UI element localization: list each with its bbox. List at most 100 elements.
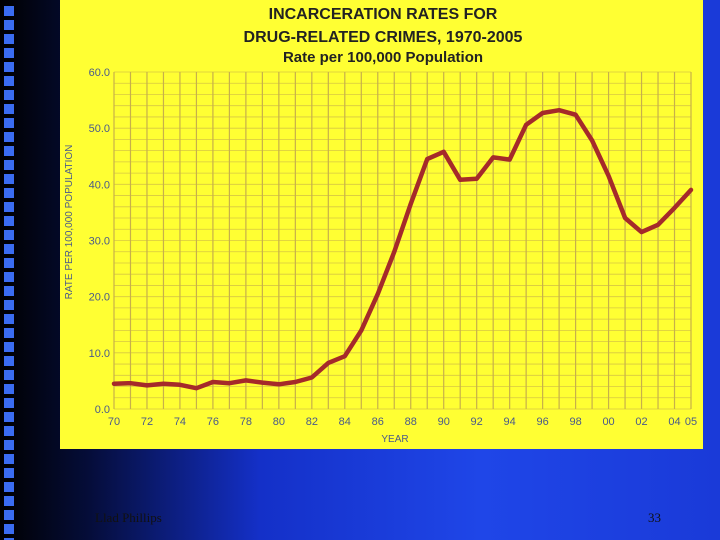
bullet-square <box>4 244 14 254</box>
chart-title-line-2: DRUG-RELATED CRIMES, 1970-2005 <box>244 29 523 46</box>
data-point <box>673 206 677 210</box>
data-point <box>590 139 594 143</box>
data-point <box>161 382 165 386</box>
data-point <box>293 380 297 384</box>
x-tick-label: 96 <box>537 416 549 428</box>
bullet-square <box>4 48 14 58</box>
x-axis-label: YEAR <box>381 434 408 445</box>
chart-subtitle: Rate per 100,000 Population <box>283 49 483 66</box>
y-tick-label: 20.0 <box>89 292 110 304</box>
slide-bullet-column <box>4 6 14 540</box>
bullet-square <box>4 524 14 534</box>
x-tick-label: 78 <box>240 416 252 428</box>
bullet-square <box>4 468 14 478</box>
data-point <box>244 378 248 382</box>
data-point <box>326 361 330 365</box>
grid-layer <box>113 71 692 410</box>
data-point <box>343 354 347 358</box>
data-point <box>112 382 116 386</box>
x-tick-label: 70 <box>108 416 120 428</box>
bullet-square <box>4 398 14 408</box>
bullet-square <box>4 286 14 296</box>
data-point <box>425 157 429 161</box>
data-point <box>128 381 132 385</box>
x-tick-label: 72 <box>141 416 153 428</box>
bullet-square <box>4 34 14 44</box>
bullet-square <box>4 62 14 72</box>
chart-panel: INCARCERATION RATES FOR DRUG-RELATED CRI… <box>60 0 703 449</box>
y-tick-label: 60.0 <box>89 67 110 79</box>
chart-title-line-1: INCARCERATION RATES FOR <box>269 6 498 23</box>
data-point <box>656 223 660 227</box>
data-point <box>392 250 396 254</box>
y-tick-label: 0.0 <box>95 404 110 416</box>
data-point <box>277 382 281 386</box>
x-tick-label: 98 <box>569 416 581 428</box>
bullet-square <box>4 440 14 450</box>
x-tick-label: 80 <box>273 416 285 428</box>
data-point <box>359 328 363 332</box>
bullet-square <box>4 202 14 212</box>
data-point <box>194 386 198 390</box>
footer-author: Llad Phillips <box>95 510 162 525</box>
bullet-square <box>4 384 14 394</box>
series-layer <box>111 107 694 391</box>
x-tick-label: 92 <box>471 416 483 428</box>
bullet-square <box>4 482 14 492</box>
data-point <box>227 381 231 385</box>
x-tick-label: 05 <box>685 416 697 428</box>
x-tick-label: 00 <box>602 416 614 428</box>
bullet-square <box>4 118 14 128</box>
bullet-square <box>4 370 14 380</box>
series-line <box>111 107 694 391</box>
bullet-square <box>4 104 14 114</box>
data-point <box>574 113 578 117</box>
y-tick-label: 40.0 <box>89 179 110 191</box>
bullet-square <box>4 342 14 352</box>
x-tick-label: 84 <box>339 416 351 428</box>
y-tick-label: 30.0 <box>89 236 110 248</box>
x-tick-label: 76 <box>207 416 219 428</box>
data-point <box>541 111 545 115</box>
y-axis-label: RATE PER 100,000 POPULATION <box>64 145 75 300</box>
data-point <box>491 155 495 159</box>
y-tick-label: 10.0 <box>89 348 110 360</box>
bullet-square <box>4 538 14 540</box>
data-point <box>211 380 215 384</box>
bullet-square <box>4 76 14 86</box>
data-point <box>689 188 693 192</box>
tick-label-layer: 0.0 10.0 20.0 30.0 40.0 50.0 60.0 70 72 74 76 78 80 8… <box>89 67 698 428</box>
data-point <box>524 123 528 127</box>
bullet-square <box>4 412 14 422</box>
x-tick-label: 90 <box>438 416 450 428</box>
bullet-square <box>4 300 14 310</box>
data-point <box>310 376 314 380</box>
bullet-square <box>4 258 14 268</box>
bullet-square <box>4 272 14 282</box>
data-point <box>376 292 380 296</box>
x-tick-label: 94 <box>504 416 516 428</box>
data-point <box>178 383 182 387</box>
bullet-square <box>4 328 14 338</box>
bullet-square <box>4 216 14 226</box>
bullet-square <box>4 496 14 506</box>
bullet-square <box>4 20 14 30</box>
bullet-square <box>4 188 14 198</box>
data-point <box>442 150 446 154</box>
data-point <box>145 383 149 387</box>
bullet-square <box>4 356 14 366</box>
bullet-square <box>4 174 14 184</box>
x-tick-label: 88 <box>405 416 417 428</box>
data-point <box>409 202 413 206</box>
data-point <box>458 178 462 182</box>
data-point <box>607 174 611 178</box>
y-tick-label: 50.0 <box>89 123 110 135</box>
data-point <box>260 381 264 385</box>
x-tick-label: 02 <box>635 416 647 428</box>
bullet-square <box>4 146 14 156</box>
incarceration-rate-chart: INCARCERATION RATES FOR DRUG-RELATED CRI… <box>64 6 698 445</box>
x-tick-label: 82 <box>306 416 318 428</box>
bullet-square <box>4 314 14 324</box>
data-point <box>557 108 561 112</box>
bullet-square <box>4 90 14 100</box>
